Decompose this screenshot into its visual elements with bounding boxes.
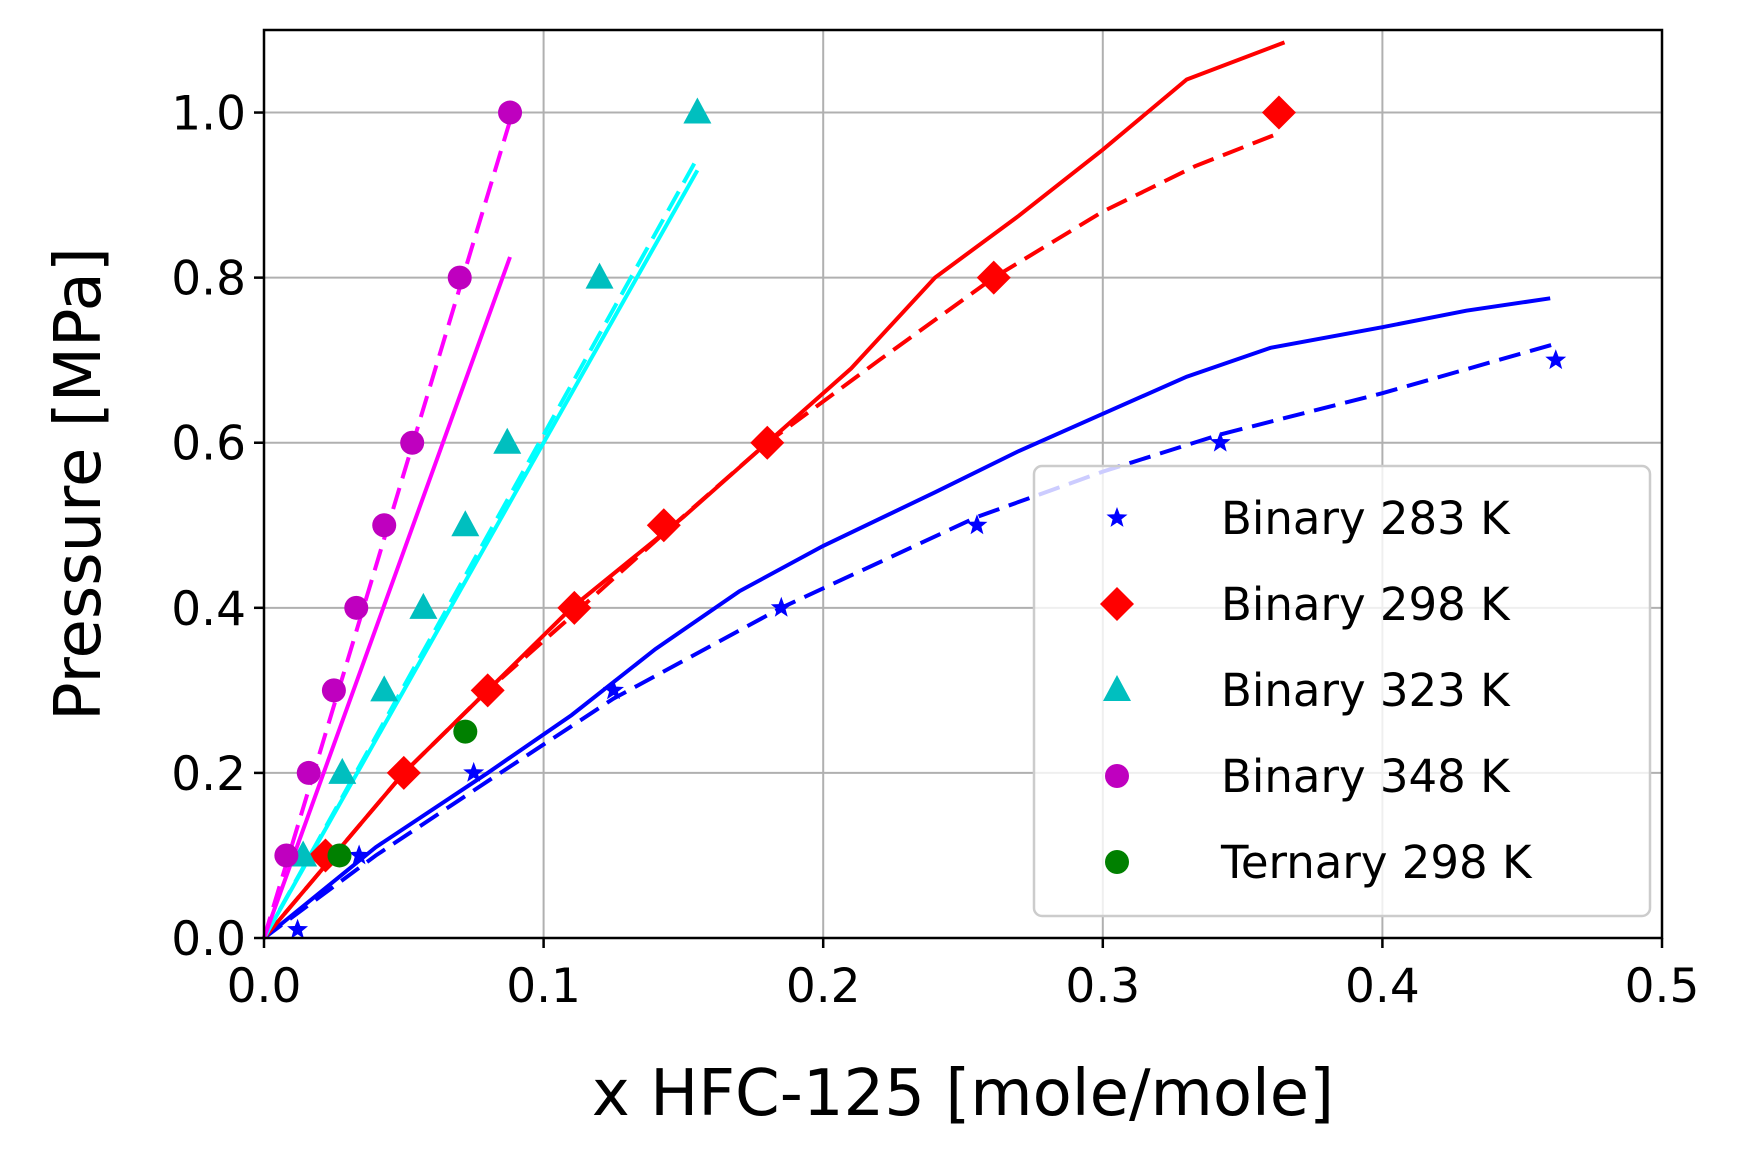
legend-label: Binary 283 K: [1221, 492, 1511, 545]
binary-298-k-point: [1261, 95, 1296, 130]
binary-323-k-point: [493, 427, 522, 454]
binary-348-k-point: [498, 100, 523, 125]
binary-348-k-point: [447, 265, 472, 290]
binary-298-k-model-line: [262, 40, 1286, 940]
binary-298-k-point: [470, 673, 505, 708]
legend-marker: [1106, 507, 1128, 527]
binary-348-k-point: [296, 760, 321, 785]
binary-323-k-point: [328, 757, 357, 784]
binary-283-k-point: [1545, 349, 1567, 370]
legend-label: Binary 323 K: [1221, 664, 1511, 717]
axis-ticks: 0.0 0.1 0.2 0.3 0.4 0.5 0.0 0.2 0.4 0.6 0.8 1.0: [171, 87, 1699, 1014]
series-markers: [274, 95, 1567, 939]
legend-label: Binary 298 K: [1221, 578, 1511, 631]
legend-label: Ternary 298 K: [1220, 836, 1533, 889]
binary-348-k-point: [274, 843, 299, 868]
binary-323-k-point: [370, 675, 399, 702]
binary-298-k-point: [750, 425, 785, 460]
legend-marker: [1105, 850, 1129, 874]
y-axis-label: Pressure [MPa]: [42, 247, 116, 721]
binary-323-k-point: [451, 510, 480, 537]
x-tick-label: 0.1: [506, 959, 581, 1014]
binary-283-k-point: [348, 844, 370, 865]
ternary-298-k-point: [453, 719, 478, 744]
y-tick-label: 0.2: [171, 747, 246, 802]
binary-348-k-point: [372, 513, 397, 538]
binary-283-k-fit-line: [262, 341, 1557, 940]
binary-323-k-point: [585, 262, 614, 289]
binary-283-k-point: [603, 679, 624, 700]
x-tick-label: 0.2: [786, 959, 861, 1014]
binary-323-k-point: [409, 592, 438, 619]
binary-298-k-point: [646, 508, 681, 543]
legend-label: Binary 348 K: [1221, 750, 1511, 803]
binary-283-k-point: [770, 596, 792, 617]
binary-283-k-model-line: [262, 296, 1551, 940]
binary-283-k-point: [463, 761, 485, 782]
x-tick-label: 0.0: [227, 959, 302, 1014]
binary-283-k-point: [966, 514, 988, 535]
x-axis-label: x HFC-125 [mole/mole]: [592, 1057, 1334, 1131]
binary-323-k-point: [683, 97, 712, 124]
x-tick-label: 0.5: [1625, 959, 1700, 1014]
legend-marker: [1100, 587, 1134, 621]
binary-348-k-point: [344, 595, 369, 620]
x-tick-label: 0.4: [1345, 959, 1420, 1014]
legend: Binary 283 K Binary 298 K Binary 323 K Bina…: [1032, 464, 1652, 918]
legend-marker: [1103, 675, 1131, 701]
binary-348-k-point: [400, 430, 425, 455]
y-tick-label: 0.8: [171, 252, 246, 307]
binary-298-k-point: [557, 590, 592, 625]
binary-283-k-point: [287, 918, 308, 939]
binary-348-k-point: [321, 678, 346, 703]
y-tick-label: 0.0: [171, 912, 246, 967]
binary-283-k-point: [1209, 431, 1231, 452]
legend-box: [1032, 464, 1652, 918]
binary-298-k-point: [386, 755, 421, 790]
binary-298-k-point: [976, 260, 1011, 295]
legend-marker: [1105, 764, 1129, 788]
y-tick-label: 0.6: [171, 417, 246, 472]
series-lines: [262, 40, 1557, 940]
plot-frame: [262, 28, 1664, 940]
binary-348-k-model-line: [262, 256, 512, 939]
y-tick-label: 0.4: [171, 582, 246, 637]
ternary-298-k-point: [327, 843, 352, 868]
x-tick-label: 0.3: [1065, 959, 1140, 1014]
y-tick-label: 1.0: [171, 87, 246, 142]
binary-323-k-fit-line: [262, 156, 700, 939]
